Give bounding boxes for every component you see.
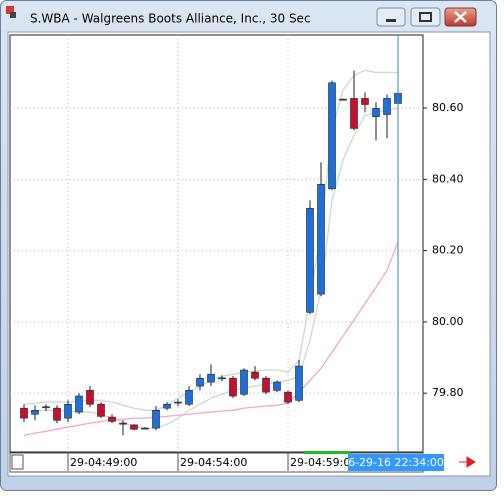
moving-average <box>23 241 399 436</box>
candle-body <box>174 401 182 404</box>
minimize-icon <box>386 19 396 22</box>
cursor-label-box <box>348 454 444 471</box>
candle-body <box>163 403 171 409</box>
candle-body <box>295 365 303 401</box>
grid <box>10 35 423 452</box>
window-title: S.WBA - Walgreens Boots Alliance, Inc., … <box>30 12 311 26</box>
plot-area <box>9 34 424 453</box>
candle-body <box>130 424 138 430</box>
restore-button[interactable] <box>410 7 441 27</box>
candle-body <box>53 407 61 421</box>
candle-body <box>152 409 160 429</box>
candle-body <box>361 98 369 105</box>
app-icon <box>6 6 14 14</box>
minimize-button[interactable] <box>376 7 406 27</box>
candle-body <box>64 403 72 419</box>
candle-body <box>185 390 193 405</box>
restore-icon <box>419 12 432 22</box>
candle-body <box>20 407 28 419</box>
x-tick-label: 29-04:59:00 <box>290 456 357 469</box>
candle-body <box>317 184 325 295</box>
y-tick-label: 80.00 <box>432 315 464 328</box>
candle-body <box>218 377 226 380</box>
candle-body <box>240 369 248 395</box>
candle-body <box>328 82 336 189</box>
candle-body <box>108 416 116 422</box>
candle-body <box>273 381 281 391</box>
candle-body <box>75 395 83 413</box>
candle-body <box>119 422 127 425</box>
candle-body <box>284 391 292 403</box>
y-tick-label: 79.80 <box>432 386 464 399</box>
candle-body <box>229 377 237 397</box>
candle-body <box>372 108 380 117</box>
candle-body <box>97 403 105 417</box>
plot <box>20 69 402 436</box>
y-tick-label: 80.20 <box>432 244 464 257</box>
volume-strip <box>304 451 350 454</box>
y-tick-label: 80.60 <box>432 101 464 114</box>
candle-body <box>141 427 149 430</box>
cursor-label: 6-29-16 22:34:00 <box>348 456 444 469</box>
candle-body <box>31 409 39 415</box>
candle-body <box>251 371 259 379</box>
candle-body <box>350 98 358 129</box>
candle-body <box>262 377 270 393</box>
candle-body <box>86 390 94 405</box>
y-tick-label: 80.40 <box>432 172 464 185</box>
close-icon <box>454 11 467 23</box>
candle-body <box>196 377 204 387</box>
app-icon <box>10 12 16 18</box>
candle-body <box>306 207 314 313</box>
candle-body <box>339 98 347 101</box>
x-tick-label: 29-04:49:00 <box>70 456 137 469</box>
candle-body <box>42 406 50 409</box>
checkbox[interactable] <box>11 454 24 470</box>
candle-body <box>207 374 215 383</box>
candle-body <box>383 98 391 115</box>
scroll-arrow[interactable] <box>459 456 476 468</box>
x-tick-label: 29-04:54:00 <box>180 456 247 469</box>
